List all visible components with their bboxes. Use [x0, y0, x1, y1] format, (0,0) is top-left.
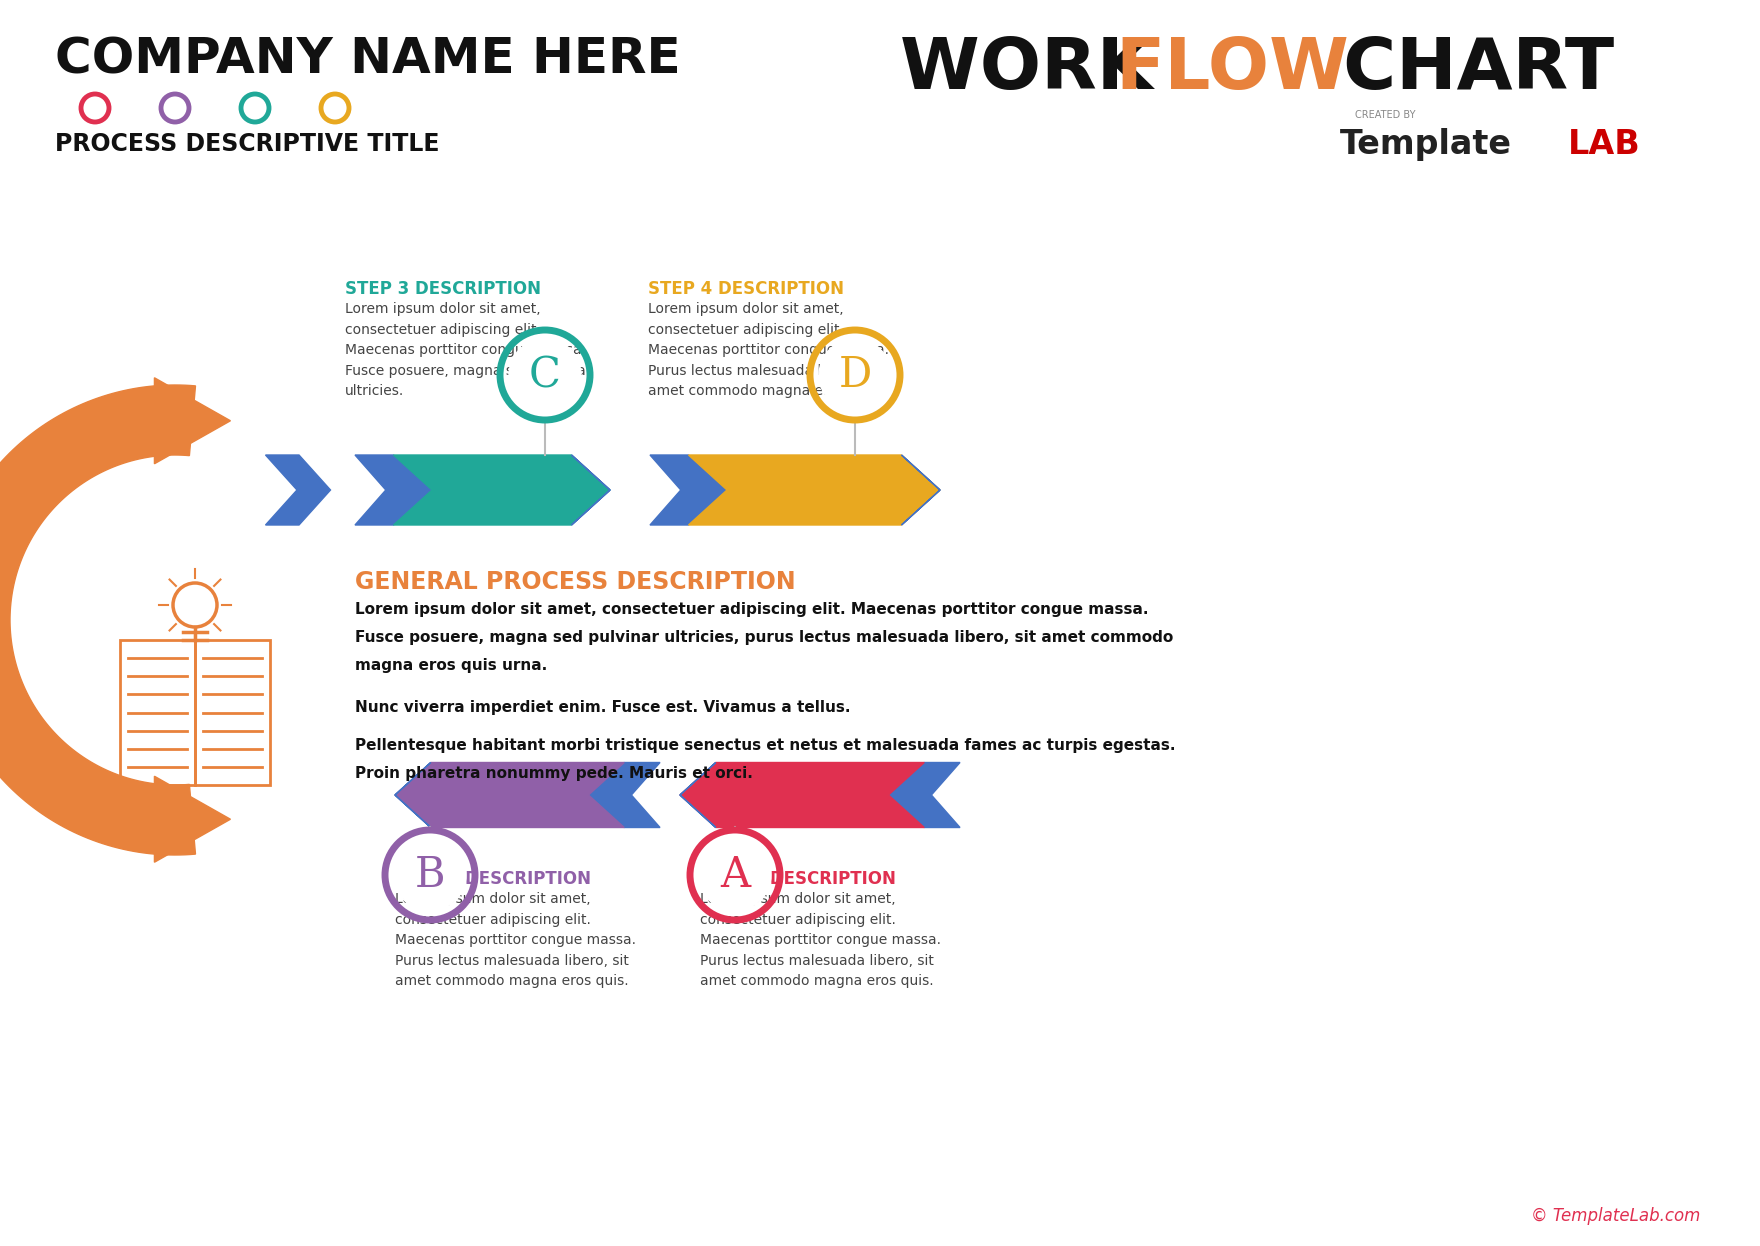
- Circle shape: [394, 839, 466, 911]
- Text: STEP 4 DESCRIPTION: STEP 4 DESCRIPTION: [648, 280, 845, 298]
- Polygon shape: [679, 763, 924, 827]
- Text: Pellentesque habitant morbi tristique senectus et netus et malesuada fames ac tu: Pellentesque habitant morbi tristique se…: [356, 738, 1176, 753]
- Text: COMPANY NAME HERE: COMPANY NAME HERE: [55, 35, 681, 83]
- Circle shape: [699, 839, 771, 911]
- Text: Lorem ipsum dolor sit amet,
consectetuer adipiscing elit.
Maecenas porttitor con: Lorem ipsum dolor sit amet, consectetuer…: [394, 892, 635, 988]
- Text: Lorem ipsum dolor sit amet, consectetuer adipiscing elit. Maecenas porttitor con: Lorem ipsum dolor sit amet, consectetuer…: [356, 602, 1149, 617]
- Text: STEP 1 DESCRIPTION: STEP 1 DESCRIPTION: [700, 870, 896, 888]
- Polygon shape: [266, 455, 331, 525]
- Text: Proin pharetra nonummy pede. Mauris et orci.: Proin pharetra nonummy pede. Mauris et o…: [356, 766, 753, 781]
- Text: STEP 3 DESCRIPTION: STEP 3 DESCRIPTION: [345, 280, 540, 298]
- Text: FLOW: FLOW: [1116, 35, 1348, 103]
- Polygon shape: [394, 455, 611, 525]
- Text: STEP 2 DESCRIPTION: STEP 2 DESCRIPTION: [394, 870, 591, 888]
- Polygon shape: [356, 455, 431, 525]
- Circle shape: [818, 339, 891, 411]
- Text: A: A: [720, 854, 750, 896]
- Text: GENERAL PROCESS DESCRIPTION: GENERAL PROCESS DESCRIPTION: [356, 569, 796, 594]
- Text: Template: Template: [1339, 128, 1512, 161]
- Text: Lorem ipsum dolor sit amet,
consectetuer adipiscing elit.
Maecenas porttitor con: Lorem ipsum dolor sit amet, consectetuer…: [648, 302, 889, 399]
- Polygon shape: [155, 776, 231, 862]
- Text: PROCESS DESCRIPTIVE TITLE: PROCESS DESCRIPTIVE TITLE: [55, 132, 440, 156]
- Polygon shape: [889, 763, 959, 827]
- Polygon shape: [572, 455, 611, 525]
- Text: Nunc viverra imperdiet enim. Fusce est. Vivamus a tellus.: Nunc viverra imperdiet enim. Fusce est. …: [356, 700, 850, 715]
- Polygon shape: [688, 455, 940, 525]
- Text: C: C: [530, 354, 561, 396]
- Text: Lorem ipsum dolor sit amet,
consectetuer adipiscing elit.
Maecenas porttitor con: Lorem ipsum dolor sit amet, consectetuer…: [700, 892, 942, 988]
- Text: magna eros quis urna.: magna eros quis urna.: [356, 658, 547, 673]
- Polygon shape: [394, 763, 431, 827]
- Polygon shape: [155, 378, 231, 464]
- Text: © TemplateLab.com: © TemplateLab.com: [1531, 1207, 1700, 1225]
- Polygon shape: [901, 455, 940, 525]
- Polygon shape: [0, 385, 195, 855]
- Text: WORK: WORK: [899, 35, 1177, 103]
- Text: B: B: [415, 854, 445, 896]
- Text: Lorem ipsum dolor sit amet,
consectetuer adipiscing elit.
Maecenas porttitor con: Lorem ipsum dolor sit amet, consectetuer…: [345, 302, 591, 399]
- Polygon shape: [394, 763, 625, 827]
- Text: LAB: LAB: [1568, 128, 1640, 161]
- Text: CREATED BY: CREATED BY: [1355, 110, 1415, 120]
- Text: D: D: [838, 354, 871, 396]
- Polygon shape: [588, 763, 660, 827]
- Polygon shape: [679, 763, 716, 827]
- Circle shape: [509, 339, 581, 411]
- Polygon shape: [649, 455, 727, 525]
- Text: Fusce posuere, magna sed pulvinar ultricies, purus lectus malesuada libero, sit : Fusce posuere, magna sed pulvinar ultric…: [356, 630, 1174, 645]
- Text: CHART: CHART: [1318, 35, 1614, 103]
